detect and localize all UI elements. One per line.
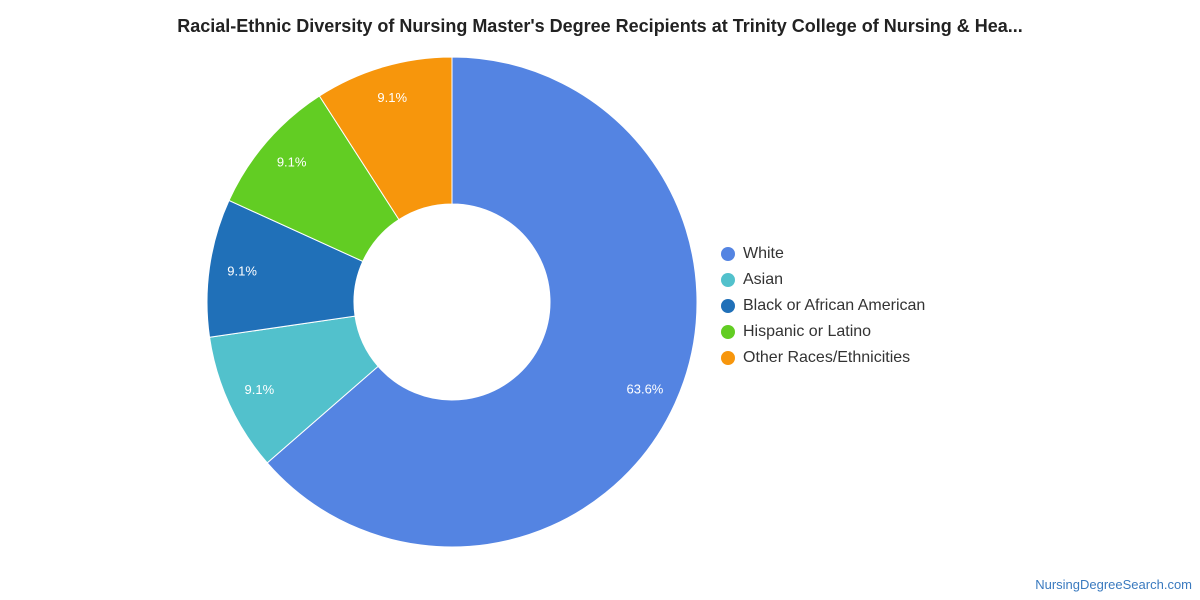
legend-swatch-asian	[721, 273, 735, 287]
legend-item-asian[interactable]: Asian	[721, 267, 925, 293]
slice-labels-group: 63.6% 9.1% 9.1% 9.1% 9.1%	[227, 90, 664, 397]
slice-label-hispanic-or-latino: 9.1%	[277, 155, 307, 170]
legend-swatch-white	[721, 247, 735, 261]
source-watermark[interactable]: NursingDegreeSearch.com	[1035, 577, 1192, 592]
legend-label-white: White	[743, 245, 784, 262]
legend-item-black-or-african-american[interactable]: Black or African American	[721, 293, 925, 319]
slices-group	[206, 56, 698, 548]
legend-label-black-or-african-american: Black or African American	[743, 297, 926, 314]
slice-label-black-or-african-american: 9.1%	[227, 264, 257, 279]
slice-other-races-ethnicities[interactable]	[318, 56, 453, 221]
legend-item-white[interactable]: White	[721, 241, 925, 267]
slice-white[interactable]	[266, 56, 698, 548]
slice-label-other-races-ethnicities: 9.1%	[377, 90, 407, 105]
legend-swatch-other-races-ethnicities	[721, 351, 735, 365]
slice-label-asian: 9.1%	[245, 382, 275, 397]
legend-label-asian: Asian	[743, 271, 784, 288]
legend-item-other-races-ethnicities[interactable]: Other Races/Ethnicities	[721, 345, 925, 371]
legend-label-hispanic-or-latino: Hispanic or Latino	[743, 323, 872, 340]
chart-title: Racial-Ethnic Diversity of Nursing Maste…	[177, 16, 1023, 36]
legend: White Asian Black or African American Hi…	[721, 241, 925, 371]
legend-swatch-black-or-african-american	[721, 299, 735, 313]
legend-item-hispanic-or-latino[interactable]: Hispanic or Latino	[721, 319, 925, 345]
legend-swatch-hispanic-or-latino	[721, 325, 735, 339]
legend-label-other-races-ethnicities: Other Races/Ethnicities	[743, 349, 911, 366]
slice-label-white: 63.6%	[627, 381, 664, 396]
